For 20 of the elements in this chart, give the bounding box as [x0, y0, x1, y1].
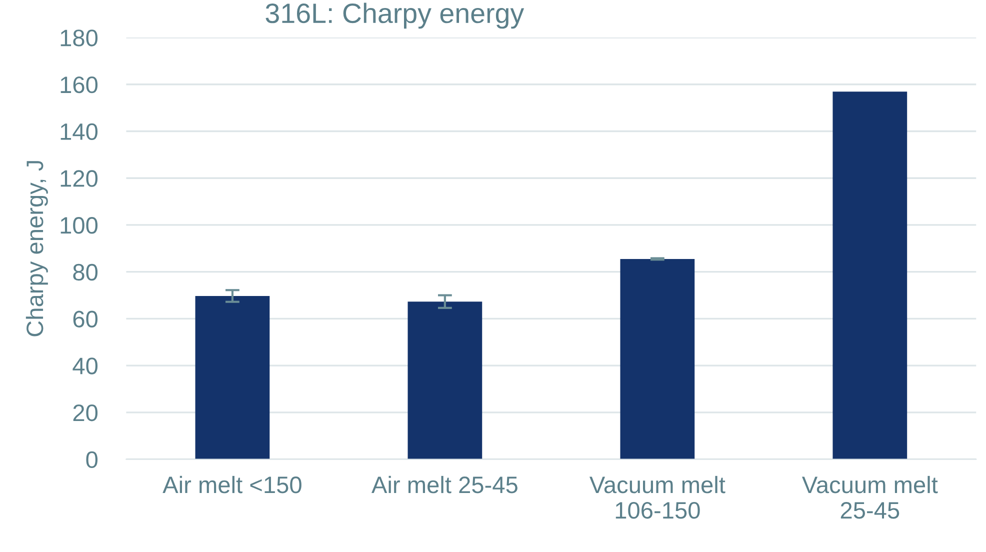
y-tick-label: 20 — [73, 404, 98, 422]
bar — [195, 296, 270, 460]
bar — [620, 258, 695, 460]
chart-title: 316L: Charpy energy — [266, 2, 524, 29]
y-tick-label: 60 — [73, 310, 98, 328]
bar — [832, 92, 908, 460]
y-tick-label: 180 — [60, 30, 98, 46]
y-tick-label: 0 — [86, 451, 98, 468]
y-tick-label: 100 — [60, 217, 98, 234]
x-tick-label: Air melt 25-45 — [372, 476, 518, 494]
bar — [408, 302, 482, 460]
y-tick-label: 160 — [60, 76, 98, 94]
x-tick-label: Vacuum melt 25-45 — [802, 476, 938, 519]
x-tick-label: Air melt <150 — [162, 476, 302, 494]
y-tick-label: 120 — [60, 170, 98, 187]
y-tick-label: 80 — [73, 264, 98, 281]
y-tick-label: 140 — [60, 123, 98, 140]
y-tick-label: 40 — [72, 358, 98, 374]
x-tick-label: Vacuum melt 106-150 — [590, 476, 726, 519]
y-axis-title: Charpy energy, J — [26, 161, 48, 336]
